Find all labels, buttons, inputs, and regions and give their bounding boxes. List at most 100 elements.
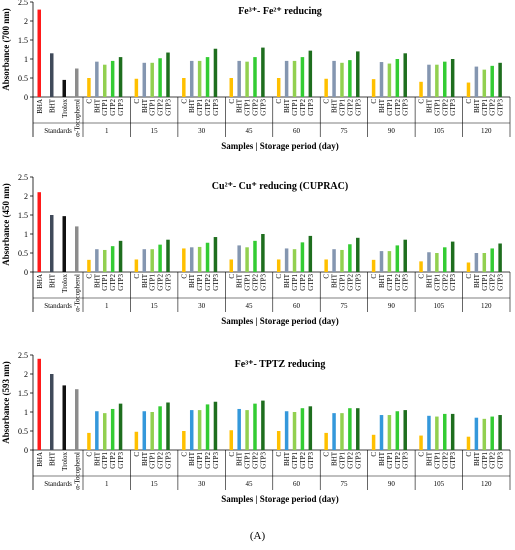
bar-day-60-gtp3: [308, 235, 313, 272]
bar-day-45-gtp2: [253, 403, 257, 450]
bar-day-105-gtp2: [443, 413, 447, 450]
x-tick-label: BHT: [378, 273, 386, 288]
bar-day-75-gtp2: [348, 408, 352, 450]
bar-day-90-gtp2: [395, 59, 400, 97]
y-tick-label: 2.5: [18, 0, 28, 7]
bar-day-105-gtp3: [450, 59, 455, 97]
x-tick-label: GTP2: [441, 452, 449, 469]
y-tick-label: 0: [24, 93, 28, 102]
bar-day-105-gtp3: [450, 241, 455, 272]
bar-day-1-c: [87, 432, 91, 450]
bar-day-90-gtp3: [403, 53, 407, 97]
bar-day-15-gtp1: [150, 62, 154, 97]
x-tick-label: BHT: [188, 273, 196, 288]
y-tick-label: 1: [24, 55, 28, 64]
x-tick-label: BHT: [188, 98, 196, 113]
bar-day-105-gtp1: [435, 416, 439, 450]
storage-day-label: 90: [388, 480, 396, 488]
y-tick-label: 2.5: [18, 173, 28, 182]
x-tick-label: GTP1: [433, 99, 441, 116]
x-tick-label: BHT: [331, 273, 339, 288]
y-tick-label: 1.5: [18, 389, 28, 398]
bar-day-75-bht: [332, 60, 336, 97]
bar-day-15-gtp2: [158, 406, 162, 450]
x-tick-label: GTP1: [481, 99, 489, 116]
bar-day-1-gtp3: [118, 240, 123, 272]
x-tick-label: BHT: [425, 273, 433, 288]
bar-day-15-c: [134, 431, 139, 450]
x-tick-label: GTP3: [212, 99, 220, 116]
bar-day-120-bht: [474, 417, 479, 450]
bar-day-60-bht: [284, 60, 289, 97]
bar-day-105-c: [419, 81, 423, 97]
bar-day-90-bht: [379, 251, 384, 272]
x-tick-label: BHA: [36, 452, 44, 467]
bar-day-1-gtp3: [118, 403, 123, 450]
x-tick-label: GTP2: [109, 274, 117, 291]
x-tick-label: BHA: [36, 99, 44, 114]
x-tick-label: GTP1: [386, 274, 394, 291]
bar-standard-1: [37, 9, 41, 98]
storage-day-label: 60: [293, 127, 301, 135]
x-tick-label: GTP3: [354, 452, 362, 469]
x-tick-label: GTP1: [101, 452, 109, 469]
bar-standard-2: [50, 374, 54, 450]
bar-day-75-gtp1: [340, 249, 344, 272]
bar-day-105-gtp3: [450, 413, 455, 450]
x-tick-label: GTP3: [117, 274, 125, 291]
storage-day-label: 45: [246, 480, 254, 488]
bar-day-90-gtp1: [387, 251, 392, 272]
x-tick-label: GTP1: [196, 99, 204, 116]
bar-day-15-bht: [142, 249, 147, 272]
x-tick-label: GTP1: [291, 452, 299, 469]
x-tick-label: BHT: [48, 451, 56, 466]
x-tick-label: GTP3: [117, 99, 125, 116]
y-tick-label: 2: [24, 370, 28, 379]
bar-day-75-bht: [332, 249, 336, 272]
x-tick-label: BHT: [378, 451, 386, 466]
storage-day-label: 30: [198, 480, 206, 488]
x-tick-label: BHT: [473, 98, 481, 113]
bar-day-30-bht: [189, 60, 194, 97]
x-tick-label: BHT: [425, 451, 433, 466]
bar-day-120-bht: [474, 66, 479, 97]
bar-day-120-gtp3: [498, 415, 502, 450]
y-tick-label: 0: [24, 268, 28, 277]
x-tick-label: GTP3: [497, 452, 505, 469]
bar-day-120-gtp1: [482, 418, 487, 450]
chart-panel-1: Fe³⁺- Fe²⁺ reducing Absorbance (700 nm) 0 0…: [1, 0, 511, 151]
bar-day-45-gtp3: [261, 234, 265, 272]
bar-day-90-c: [371, 434, 376, 450]
x-tick-label: C: [85, 99, 93, 104]
x-tick-label: C: [323, 452, 331, 457]
bar-day-105-gtp2: [443, 247, 447, 272]
bar-day-30-gtp3: [213, 48, 218, 97]
bar-day-30-c: [182, 78, 186, 97]
storage-day-label: 1: [105, 480, 109, 488]
x-tick-label: BHT: [93, 98, 101, 113]
storage-day-label: 90: [388, 127, 396, 135]
y-tick-label: 2: [24, 192, 28, 201]
x-tick-label: GTP1: [291, 99, 299, 116]
y-tick-label: 2: [24, 17, 28, 26]
bar-day-1-gtp3: [118, 57, 123, 97]
x-tick-label: BHT: [236, 273, 244, 288]
x-tick-label: GTP2: [109, 99, 117, 116]
bar-standard-2: [50, 53, 54, 97]
bar-day-45-gtp1: [245, 61, 249, 97]
x-tick-label: GTP2: [394, 452, 402, 469]
storage-day-label: 75: [340, 127, 348, 135]
x-tick-label: C: [465, 99, 473, 104]
bar-day-30-gtp3: [213, 401, 218, 450]
x-tick-label: GTP3: [165, 99, 173, 116]
x-tick-label: GTP2: [251, 274, 259, 291]
x-tick-label: GTP2: [441, 274, 449, 291]
bar-day-75-gtp1: [340, 413, 344, 450]
bar-day-120-c: [466, 82, 471, 97]
bar-day-1-gtp2: [110, 60, 115, 97]
x-tick-label: BHT: [473, 273, 481, 288]
y-axis-label: Absorbance (593 nm): [1, 361, 11, 444]
x-tick-label: BHT: [141, 451, 149, 466]
bar-day-120-gtp2: [490, 248, 494, 272]
y-axis-label: Absorbance (450 nm): [1, 183, 11, 266]
